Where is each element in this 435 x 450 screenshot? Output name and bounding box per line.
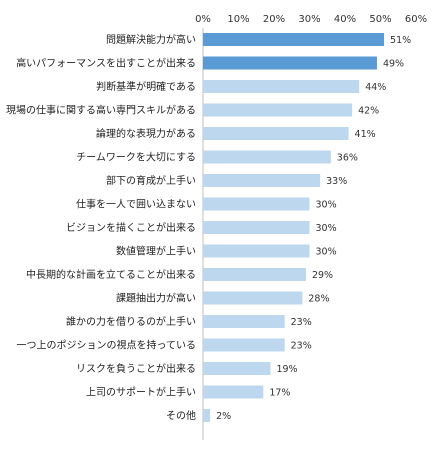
bar [203,197,310,211]
bar [203,103,353,117]
value-label: 19% [276,364,297,375]
value-labels: 51% 49% 44% 42% 41% 36% 33% 30% 30% 30% 29% 28% 23% 2… [216,35,411,422]
category-label: 課題抽出力が高い [116,292,196,305]
x-tick-label: 50% [369,14,391,25]
bars [203,33,385,422]
value-label: 41% [355,129,376,140]
bar [203,268,306,281]
value-label: 49% [383,59,404,70]
bar [203,244,310,258]
bar [203,33,385,46]
bar [203,56,377,70]
category-label: 現場の仕事に関する高い専門スキルがある [6,104,196,117]
bar [203,338,285,352]
category-label: 判断基準が明確である [96,80,196,93]
bar [203,409,211,422]
value-label: 51% [390,35,411,46]
category-label: ビジョンを描くことが出来る [66,221,196,234]
category-label: 上司のサポートが上手い [86,386,196,399]
bar [203,362,271,375]
category-label: 問題解決能力が高い [106,33,196,46]
category-label: 論理的な表現力がある [96,127,196,140]
category-label: チームワークを大切にする [76,151,196,164]
value-label: 23% [291,317,312,328]
bar [203,221,310,234]
x-tick-label: 30% [298,14,320,25]
value-label: 23% [291,341,312,352]
value-label: 30% [316,200,337,211]
value-label: 29% [312,270,333,281]
value-label: 44% [365,82,386,93]
bar [203,174,321,187]
bar [203,150,331,164]
bar [203,385,264,399]
x-tick-label: 0% [195,14,211,25]
category-label: 中長期的な計画を立てることが出来る [26,268,196,281]
value-label: 30% [316,247,337,258]
bar [203,315,285,328]
bar [203,127,349,140]
category-labels: 問題解決能力が高い高いパフォーマンスを出すことが出来る判断基準が明確である現場の… [6,33,196,422]
bar [203,80,360,93]
value-label: 17% [269,388,290,399]
category-label: 誰かの力を借りるのが上手い [66,315,196,328]
value-label: 30% [316,223,337,234]
x-tick-label: 60% [405,14,427,25]
x-tick-label: 10% [227,14,249,25]
value-label: 28% [308,294,329,305]
category-label: 数値管理が上手い [116,245,196,258]
x-tick-label: 40% [334,14,356,25]
value-label: 36% [337,153,358,164]
category-label: 高いパフォーマンスを出すことが出来る [16,57,196,70]
x-axis-ticks: 0% 10% 20% 30% 40% 50% 60% [195,14,427,25]
category-label: その他 [166,409,196,422]
bar [203,291,303,305]
category-label: リスクを負うことが出来る [76,362,196,375]
category-label: 部下の育成が上手い [106,174,196,187]
value-label: 33% [326,176,347,187]
value-label: 42% [358,106,379,117]
category-label: 仕事を一人で囲い込まない [76,198,196,211]
category-label: 一つ上のポジションの視点を持っている [17,339,197,352]
x-tick-label: 20% [263,14,285,25]
value-label: 2% [216,411,231,422]
